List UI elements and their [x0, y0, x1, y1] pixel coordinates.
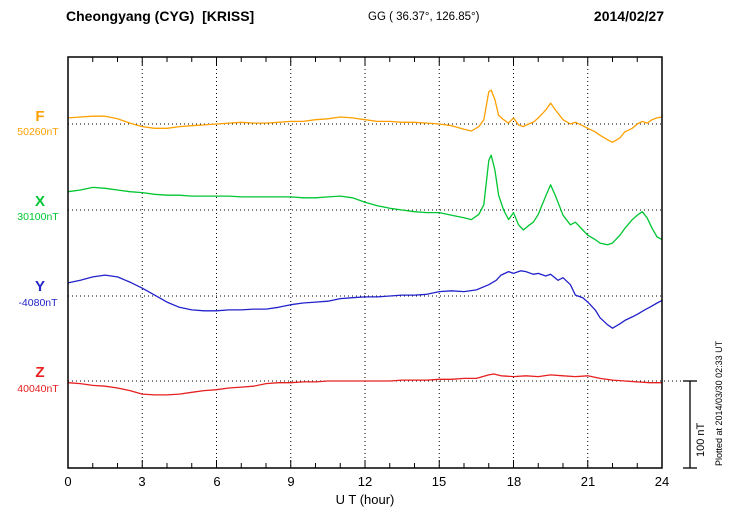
component-label-z: Z: [35, 364, 45, 381]
series-F-line: [67, 89, 663, 143]
component-baseline-y: -4080nT: [18, 297, 58, 309]
x-tick-label: 15: [431, 474, 447, 489]
date-label: 2014/02/27: [593, 8, 664, 24]
x-tick-label: 6: [213, 474, 221, 489]
x-tick-label: 0: [64, 474, 72, 489]
x-tick-label: 9: [287, 474, 295, 489]
x-tick-label: 24: [654, 474, 670, 489]
component-label-y: Y: [34, 278, 45, 295]
series-Z-line: [67, 373, 662, 396]
x-tick-label: 3: [138, 474, 146, 489]
x-tick-label: 12: [357, 474, 373, 489]
scale-bar-label: 100 nT: [695, 422, 707, 457]
coords-label: GG ( 36.37°, 126.85°): [368, 11, 480, 23]
x-axis-label: U T (hour): [335, 492, 395, 507]
component-label-x: X: [34, 193, 45, 210]
component-baseline-x: 30100nT: [17, 211, 59, 223]
component-label-f: F: [35, 108, 45, 125]
plotted-timestamp: Plotted at 2014/03/30 02:33 UT: [714, 340, 724, 466]
component-baseline-f: 50260nT: [17, 126, 59, 138]
x-tick-label: 18: [506, 474, 522, 489]
component-baseline-z: 40040nT: [17, 383, 59, 395]
series-X-line: [67, 154, 663, 246]
series-Y-line: [67, 270, 663, 329]
page-title: Cheongyang (CYG) [KRISS]: [66, 8, 255, 24]
x-tick-label: 21: [580, 474, 596, 489]
